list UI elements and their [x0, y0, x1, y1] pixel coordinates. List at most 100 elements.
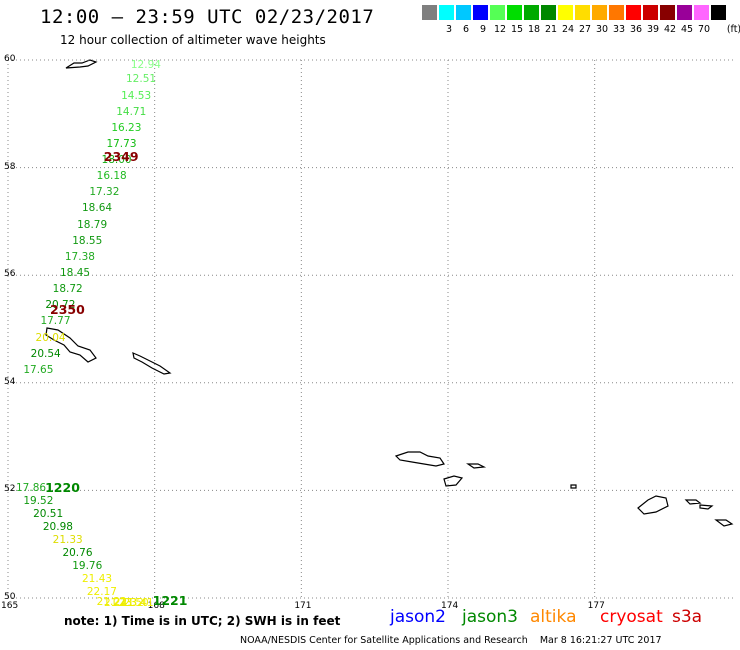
wave-height-label: 17.73 — [106, 137, 137, 150]
coast-rat-islands — [684, 499, 734, 527]
time-label: 2349 — [103, 148, 139, 164]
wave-height-label: 19.76 — [72, 559, 103, 572]
legend-label: 9 — [479, 24, 487, 35]
wave-height-label: 20.54 — [30, 347, 61, 360]
lon-label: 171 — [294, 601, 312, 611]
page-title: 12:00 – 23:59 UTC 02/23/2017 — [40, 6, 375, 28]
wave-height-label: 16.23 — [111, 121, 142, 134]
coastlines — [45, 59, 734, 527]
legend-label: 3 — [445, 24, 453, 35]
wave-height-label: 12.94 — [130, 59, 161, 72]
timestamp-text: Mar 8 16:21:27 UTC 2017 — [539, 635, 662, 646]
wave-height-label: 21.43 — [82, 572, 113, 585]
wave-height-label: 23.50 — [118, 597, 149, 609]
coast-medny-island — [132, 351, 172, 375]
satellite-jason3: jason3 — [462, 607, 518, 627]
lon-label: 177 — [587, 601, 605, 611]
satellite-cryosat: cryosat — [600, 607, 663, 627]
wave-height-label: 20.76 — [62, 546, 93, 559]
units-note: note: 1) Time is in UTC; 2) SWH is in fe… — [64, 614, 341, 628]
legend-swatch — [677, 5, 692, 20]
legend-swatch — [524, 5, 539, 20]
time-label: 1220 — [45, 479, 80, 495]
wave-height-label: 14.71 — [116, 105, 147, 118]
time-label: 1221 — [152, 592, 188, 608]
wave-height-label: 17.32 — [89, 186, 120, 199]
lon-label: 168 — [147, 601, 165, 611]
coast-agattu-island — [443, 475, 464, 487]
lat-label: 60 — [4, 54, 16, 64]
footer-credit: NOAA/NESDIS Center for Satellite Applica… — [240, 635, 662, 646]
legend-label: 70 — [697, 24, 711, 35]
wave-height-label: 18.72 — [52, 283, 83, 296]
credit-text: NOAA/NESDIS Center for Satellite Applica… — [240, 635, 528, 646]
wave-height-label: 20.04 — [35, 331, 66, 344]
legend-label: 12 — [493, 24, 507, 35]
legend-swatch — [507, 5, 522, 20]
legend-label: 21 — [544, 24, 558, 35]
legend-label: 33 — [612, 24, 626, 35]
time-label: 2350 — [50, 302, 85, 318]
legend-label: 39 — [646, 24, 660, 35]
legend-swatch — [694, 5, 709, 20]
coast-bering-island — [45, 327, 97, 363]
wave-height-label: 22.32 — [113, 597, 144, 609]
lat-label: 50 — [4, 592, 16, 602]
legend-label: 24 — [561, 24, 575, 35]
legend-label: 45 — [680, 24, 694, 35]
legend-swatch — [541, 5, 556, 20]
coast-kiska-island — [637, 495, 669, 515]
legend-swatch — [422, 5, 437, 20]
legend-label: 6 — [462, 24, 470, 35]
page-subtitle: 12 hour collection of altimeter wave hei… — [60, 33, 326, 47]
wave-height-label: 17.38 — [64, 250, 95, 263]
legend-label: 36 — [629, 24, 643, 35]
wave-height-label: 20.98 — [42, 520, 73, 533]
wave-height-label: 16.18 — [96, 170, 127, 183]
legend-swatch — [575, 5, 590, 20]
wave-height-label: 18.79 — [77, 218, 108, 231]
legend-swatch — [609, 5, 624, 20]
legend-label: 27 — [578, 24, 592, 35]
legend-swatch — [592, 5, 607, 20]
wave-height-label: 17.86 — [16, 482, 47, 495]
satellite-altika: altika — [530, 607, 577, 627]
legend-label: 30 — [595, 24, 609, 35]
wave-height-label: 12.51 — [126, 73, 157, 86]
wave-height-label: 18.55 — [72, 234, 103, 247]
coast-attu-island — [394, 451, 445, 467]
lon-label: 174 — [441, 601, 459, 611]
legend-swatch — [643, 5, 658, 20]
legend-swatch — [626, 5, 641, 20]
legend-swatch — [439, 5, 454, 20]
wave-height-label: 20.72 — [45, 299, 76, 312]
legend-label: 18 — [527, 24, 541, 35]
lon-label: 165 — [1, 601, 19, 611]
wave-height-label: 21.33 — [52, 533, 83, 546]
wave-height-label: 21.22 — [96, 596, 127, 609]
satellite-jason2: jason2 — [390, 607, 446, 627]
wave-height-label: 19.52 — [23, 495, 54, 508]
wave-height-label: 17.77 — [40, 315, 71, 328]
legend-swatch — [473, 5, 488, 20]
lat-label: 56 — [4, 269, 16, 280]
legend-swatch — [558, 5, 573, 20]
wave-height-label: 18.64 — [82, 202, 113, 215]
satellite-s3a: s3a — [672, 607, 703, 627]
legend-swatch — [490, 5, 505, 20]
lat-label: 54 — [4, 376, 16, 387]
wave-height-label: 18.00 — [101, 154, 132, 167]
lat-label: 58 — [4, 161, 16, 172]
wave-height-label: 23.41 — [123, 597, 154, 609]
legend-swatch — [711, 5, 726, 20]
legend-label: 42 — [663, 24, 677, 35]
lat-label: 52 — [4, 484, 16, 495]
coast-semichi-island — [466, 463, 487, 469]
wave-height-label: 17.65 — [23, 363, 54, 376]
legend-swatch — [660, 5, 675, 20]
wave-height-label: 18.45 — [60, 267, 91, 280]
legend-swatch — [456, 5, 471, 20]
wave-height-label: 21.41 — [104, 597, 135, 609]
wave-height-label: 20.51 — [33, 508, 64, 521]
